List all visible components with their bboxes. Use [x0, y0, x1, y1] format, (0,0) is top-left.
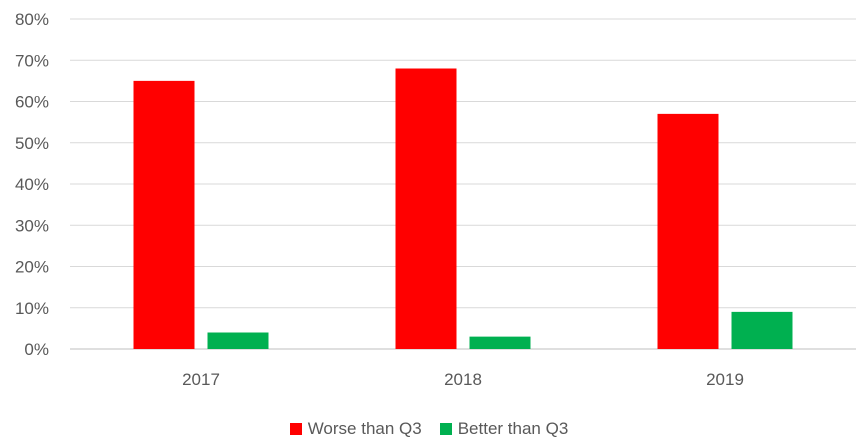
legend-label-worse: Worse than Q3 — [307, 419, 422, 438]
bar-worse-2017 — [133, 80, 195, 349]
y-tick-label: 50% — [15, 134, 49, 153]
bar-better-2017 — [207, 332, 269, 349]
y-tick-label: 20% — [15, 258, 49, 277]
y-tick-label: 10% — [15, 299, 49, 318]
bar-better-2019 — [731, 311, 793, 349]
legend-swatch-better — [439, 423, 452, 435]
chart-svg: 0% 10% 20% 30% 40% 50% 60% 70% 80% 2017 2018 2019 — [15, 10, 856, 389]
bar-worse-2019 — [657, 113, 719, 349]
bar-worse-2018 — [395, 68, 457, 349]
y-tick-label: 80% — [15, 10, 49, 29]
legend: Worse than Q3 Better than Q3 — [0, 416, 858, 441]
legend-item-worse: Worse than Q3 — [289, 419, 422, 439]
y-tick-label: 60% — [15, 93, 49, 112]
legend-item-better: Better than Q3 — [439, 419, 569, 439]
y-tick-label: 40% — [15, 175, 49, 194]
x-tick-label: 2017 — [182, 370, 220, 389]
x-tick-label: 2019 — [706, 370, 744, 389]
legend-label-better: Better than Q3 — [457, 419, 569, 438]
y-tick-label: 0% — [24, 340, 49, 359]
bar-better-2018 — [469, 336, 531, 349]
x-tick-label: 2018 — [444, 370, 482, 389]
legend-swatch-worse — [289, 423, 302, 435]
y-tick-label: 70% — [15, 51, 49, 70]
y-tick-label: 30% — [15, 216, 49, 235]
